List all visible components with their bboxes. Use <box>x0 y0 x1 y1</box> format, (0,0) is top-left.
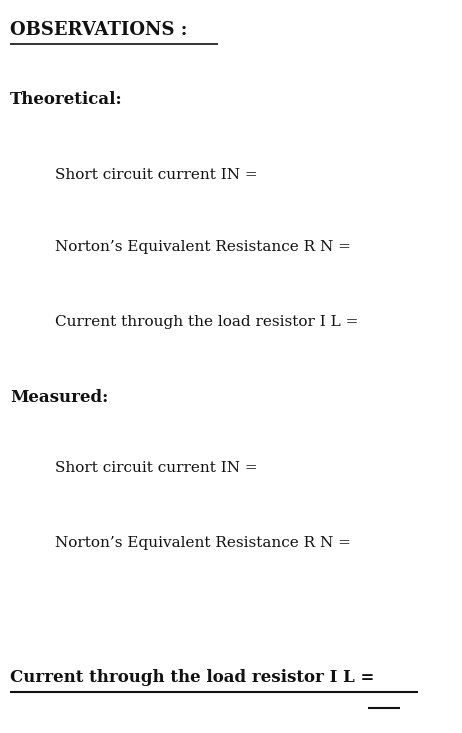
Text: Norton’s Equivalent Resistance R N =: Norton’s Equivalent Resistance R N = <box>55 536 351 550</box>
Text: Short circuit current IN =: Short circuit current IN = <box>55 168 258 182</box>
Text: Current through the load resistor I L =: Current through the load resistor I L = <box>55 315 359 329</box>
Text: OBSERVATIONS :: OBSERVATIONS : <box>10 21 188 39</box>
Text: Short circuit current IN =: Short circuit current IN = <box>55 461 258 475</box>
Text: Measured:: Measured: <box>10 388 108 405</box>
Text: Theoretical:: Theoretical: <box>10 92 122 108</box>
Text: Norton’s Equivalent Resistance R N =: Norton’s Equivalent Resistance R N = <box>55 240 351 254</box>
Text: Current through the load resistor I L =: Current through the load resistor I L = <box>10 668 374 685</box>
